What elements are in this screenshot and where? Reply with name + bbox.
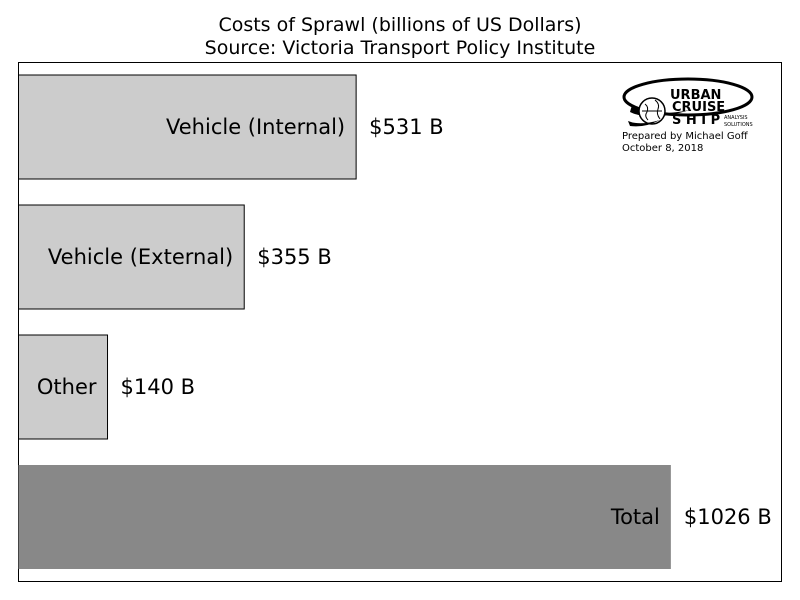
chart-title: Costs of Sprawl (billions of US Dollars): [218, 14, 582, 36]
prepared-date-text: October 8, 2018: [622, 143, 704, 154]
bar-value-label: $1026 B: [684, 505, 772, 529]
bar-category-label: Other: [37, 375, 97, 399]
logo-tagline-1: ANALYSIS: [724, 115, 748, 121]
bar-total: [18, 465, 671, 569]
prepared-by-text: Prepared by Michael Goff: [622, 131, 748, 142]
bar-value-label: $531 B: [369, 115, 444, 139]
bar-value-label: $140 B: [121, 375, 196, 399]
logo: URBAN CRUISE S H I P ANALYSIS SOLUTIONS: [622, 77, 754, 128]
plot-frame: [18, 62, 782, 582]
bar-vehicle-external: [18, 204, 245, 310]
chart-subtitle: Source: Victoria Transport Policy Instit…: [204, 37, 596, 59]
logo-ring: [622, 77, 754, 117]
bar-category-label: Vehicle (Internal): [166, 115, 345, 139]
globe-continents-icon: [642, 99, 662, 121]
logo-swoosh-lower: [628, 120, 660, 127]
logo-line-1: URBAN: [670, 88, 721, 103]
logo-line-2: CRUISE: [672, 100, 725, 115]
bars-group: Vehicle (Internal) $531 B Vehicle (Externa…: [18, 74, 772, 569]
bar-other: [18, 334, 109, 440]
bar-category-label: Total: [610, 505, 660, 529]
bar-value-label: $355 B: [257, 245, 332, 269]
logo-tagline-2: SOLUTIONS: [724, 122, 753, 128]
logo-line-3: S H I P: [672, 113, 720, 128]
bar-vehicle-internal: [18, 74, 357, 180]
bar-category-label: Vehicle (External): [48, 245, 233, 269]
